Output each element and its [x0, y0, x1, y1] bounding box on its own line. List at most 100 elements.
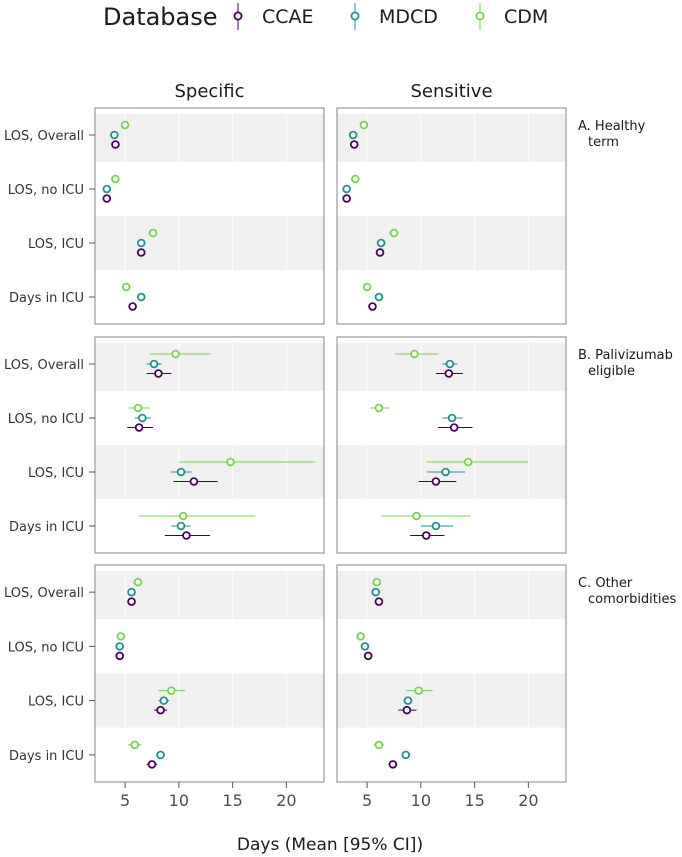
point-ccae [374, 597, 384, 606]
point-mdcd [348, 130, 358, 140]
strip-label: C. Other [578, 576, 633, 591]
panel-band [337, 270, 566, 318]
point-cdm [121, 282, 131, 292]
point-cdm [412, 511, 421, 521]
point-ccae [349, 140, 359, 149]
x-tick-label: 10 [411, 791, 431, 810]
point-ccae [102, 194, 112, 203]
legend-key-point [350, 11, 360, 21]
point-cdm [178, 511, 188, 521]
panel-band [337, 162, 566, 216]
point-ccae [375, 248, 385, 257]
point-mdcd [136, 292, 146, 302]
row-label: LOS, no ICU [8, 412, 84, 427]
point-mdcd [159, 696, 169, 705]
legend-key-point [475, 11, 485, 21]
panel-border [336, 107, 567, 325]
point-ccae [388, 760, 398, 769]
legend-key-point [233, 11, 243, 21]
point-ccae [449, 423, 459, 432]
column-title-sensitive: Sensitive [410, 81, 492, 102]
point-ccae [342, 194, 351, 203]
panel-band [95, 673, 324, 728]
x-tick-label: 15 [222, 791, 242, 810]
point-ccae [154, 369, 163, 378]
panel-band [337, 619, 566, 674]
point-cdm [463, 457, 473, 467]
point-ccae [136, 248, 146, 257]
x-axis-label: Days (Mean [95% CI]) [237, 835, 423, 855]
legend-label-ccae: CCAE [262, 6, 314, 28]
point-ccae [431, 477, 441, 486]
point-mdcd [115, 642, 125, 651]
x-tick-label: 10 [169, 791, 189, 810]
row-label: Days in ICU [9, 291, 84, 306]
point-cdm [133, 577, 143, 587]
row-label: Days in ICU [9, 749, 84, 764]
panel-band [95, 445, 324, 499]
strip-label: term [588, 135, 619, 150]
panel-band [337, 499, 566, 547]
point-mdcd [156, 750, 165, 760]
point-ccae [127, 597, 136, 606]
point-cdm [130, 740, 140, 750]
row-label: Days in ICU [9, 520, 84, 535]
strip-label: eligible [588, 364, 635, 379]
point-mdcd [371, 587, 381, 597]
x-tick-label: 20 [276, 791, 296, 810]
point-ccae [111, 140, 120, 149]
point-mdcd [403, 696, 413, 705]
panel-band [95, 114, 324, 162]
point-ccae [368, 302, 377, 311]
row-label: LOS, no ICU [8, 640, 84, 655]
point-ccae [363, 651, 373, 661]
point-cdm [120, 120, 130, 130]
point-mdcd [176, 467, 186, 477]
row-label: LOS, no ICU [8, 183, 84, 198]
point-ccae [134, 423, 144, 432]
point-ccae [444, 369, 454, 378]
row-label: LOS, Overall [4, 129, 84, 144]
panel-band [337, 114, 566, 162]
point-cdm [171, 349, 180, 359]
strip-label: comorbidities [588, 592, 676, 607]
point-cdm [389, 228, 399, 238]
point-mdcd [138, 413, 147, 423]
row-label: LOS, Overall [4, 586, 84, 601]
x-tick-label: 5 [120, 791, 130, 810]
point-cdm [350, 174, 360, 184]
point-mdcd [445, 359, 455, 369]
point-mdcd [149, 359, 159, 369]
panel-band [95, 391, 324, 445]
point-mdcd [360, 642, 370, 651]
point-mdcd [176, 521, 186, 531]
point-cdm [356, 632, 365, 641]
panel-border [94, 336, 325, 554]
point-ccae [156, 705, 165, 715]
point-mdcd [401, 750, 411, 760]
point-mdcd [102, 184, 112, 194]
point-ccae [189, 477, 199, 486]
point-mdcd [376, 238, 386, 248]
point-cdm [374, 740, 384, 750]
row-label: LOS, ICU [28, 237, 84, 252]
panel-band [337, 216, 566, 270]
x-tick-label: 15 [464, 791, 484, 810]
point-mdcd [127, 587, 136, 597]
point-ccae [421, 531, 431, 540]
point-mdcd [447, 413, 457, 423]
strip-label: B. Palivizumab [578, 348, 673, 363]
panel-band [95, 727, 324, 776]
panel-band [95, 216, 324, 270]
row-label: LOS, ICU [28, 466, 84, 481]
panel-border [336, 336, 567, 554]
panel-border [94, 107, 325, 325]
point-cdm [362, 282, 372, 292]
column-title-specific: Specific [174, 81, 244, 102]
point-mdcd [441, 467, 450, 477]
point-cdm [167, 686, 176, 695]
point-cdm [111, 174, 120, 184]
row-label: LOS, Overall [4, 358, 84, 373]
x-tick-label: 5 [362, 791, 372, 810]
